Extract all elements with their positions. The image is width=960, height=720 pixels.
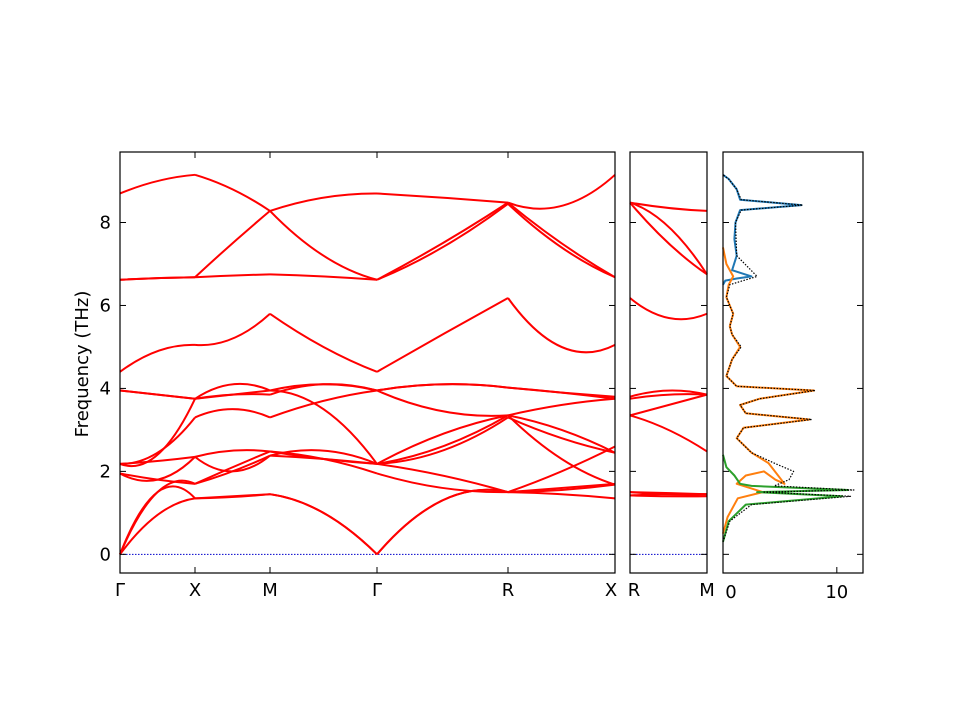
dos-x-tick-label: 0 [725, 582, 736, 603]
y-tick-label: 0 [100, 544, 111, 565]
band-main-panel: Γ X M Γ R X 0 2 4 6 8 [100, 151, 617, 601]
band-line-seg2-5 [269, 449, 378, 465]
band-line-seg0-6 [629, 393, 708, 400]
band-line-seg1-8 [194, 389, 271, 400]
band-line-seg2-9 [269, 383, 378, 392]
band-line-seg4-13 [507, 174, 616, 210]
band-line-seg3-6 [376, 389, 509, 417]
band-line-seg4-11 [507, 203, 616, 279]
band-line-seg3-3 [376, 416, 509, 465]
band-line-seg1-4 [194, 449, 271, 458]
x-tick-label: Γ [115, 580, 125, 601]
band-line-seg4-0 [507, 491, 616, 500]
band-line-seg0-7 [119, 398, 196, 468]
band-line-seg4-8 [507, 414, 616, 486]
band-line-seg4-4 [507, 414, 616, 454]
y-tick-label: 4 [100, 378, 111, 399]
band-line-seg3-11 [376, 203, 509, 281]
y-tick-label: 8 [100, 213, 111, 234]
dos-curve-0 [722, 173, 803, 286]
band-line-seg2-6 [269, 389, 378, 419]
band-line-seg0-10 [119, 343, 196, 373]
band-line-seg0-13 [119, 173, 196, 195]
band-line-seg0-0 [119, 497, 196, 555]
band-line-seg3-13 [376, 192, 509, 204]
x-tick-label: X [189, 580, 201, 601]
x-tick-label: R [628, 580, 641, 601]
band-line-seg3-10 [376, 297, 509, 373]
band-line-seg3-1 [376, 488, 509, 555]
band-line-seg0-8 [629, 297, 708, 321]
band-line-seg1-10 [194, 313, 271, 347]
band-line-seg1-6 [194, 408, 271, 419]
band-line-seg3-12 [376, 201, 509, 281]
band-line-seg0-7 [629, 389, 708, 398]
plot-frame [119, 151, 616, 574]
y-tick-label: 2 [100, 461, 111, 482]
band-line-seg2-12 [269, 210, 378, 281]
band-line-seg2-11 [269, 273, 378, 281]
band-line-seg4-9 [507, 445, 616, 494]
band-line-seg4-2 [507, 482, 616, 494]
band-line-seg3-8 [376, 383, 509, 392]
band-line-seg1-5 [194, 454, 271, 473]
band-line-seg1-13 [194, 173, 271, 212]
band-line-seg1-3 [194, 454, 271, 485]
band-line-seg3-2 [376, 472, 509, 494]
band-line-seg1-11 [194, 273, 271, 279]
band-line-seg3-5 [376, 414, 509, 465]
band-line-seg0-9 [629, 201, 708, 276]
band-line-seg0-5 [629, 393, 708, 417]
band-line-seg0-6 [119, 416, 196, 465]
dos-x-tick-label: 10 [825, 582, 848, 603]
band-line-seg0-1 [119, 485, 196, 555]
band-line-seg2-0 [269, 493, 378, 556]
dos-panel: 0 10 [722, 151, 864, 603]
band-line-seg1-1 [194, 493, 271, 500]
band-line-seg0-12 [119, 276, 196, 281]
band-line-seg4-3 [507, 416, 616, 454]
band-line-seg4-12 [507, 201, 616, 279]
band-line-seg4-5 [507, 397, 616, 417]
band-line-seg0-3 [629, 493, 708, 497]
band-line-seg3-9 [376, 462, 509, 494]
band-line-seg0-4 [119, 456, 196, 482]
band-line-seg3-4 [376, 414, 509, 465]
band-line-seg2-13 [269, 192, 378, 212]
x-tick-label: X [605, 580, 617, 601]
y-tick-label: 6 [100, 295, 111, 316]
y-axis-label: Frequency (THz) [72, 291, 93, 438]
band-line-seg1-2 [194, 450, 271, 485]
band-line-seg1-12 [194, 210, 271, 278]
band-line-seg2-10 [269, 312, 378, 373]
dos-frame [722, 151, 864, 574]
band-line-seg0-11 [629, 201, 708, 212]
band-line-seg0-2 [119, 479, 196, 555]
dos-curve-3 [722, 174, 855, 543]
x-tick-label: Γ [372, 580, 382, 601]
x-tick-label: M [262, 580, 278, 601]
x-tick-label: R [502, 580, 515, 601]
band-line-seg1-9 [194, 382, 271, 400]
band-line-seg4-7 [507, 386, 616, 398]
band-line-seg2-8 [269, 389, 378, 465]
band-line-seg4-10 [507, 297, 616, 354]
band-line-seg2-1 [269, 493, 378, 556]
x-tick-label: M [699, 580, 715, 601]
band-line-seg0-9 [119, 389, 196, 400]
band-line-seg0-10 [629, 201, 708, 275]
band-line-seg0-4 [629, 414, 708, 453]
plot-frame [629, 151, 708, 574]
